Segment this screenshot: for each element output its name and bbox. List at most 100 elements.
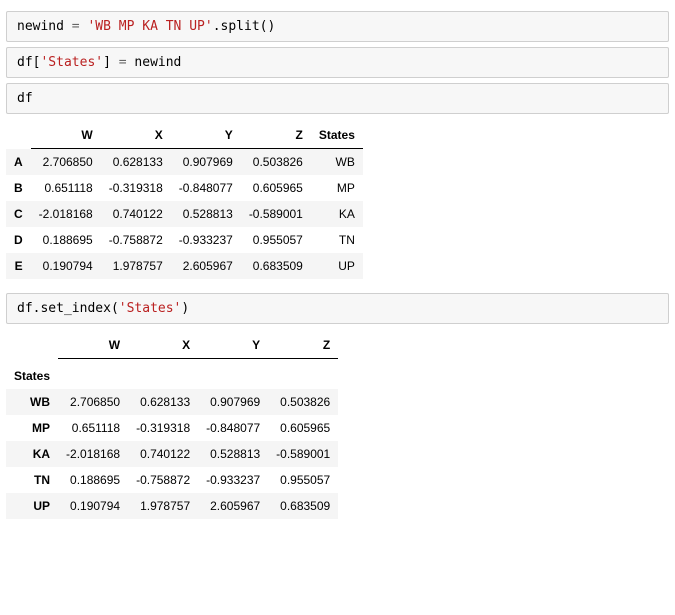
cell: KA — [311, 201, 363, 227]
table-row: TN 0.188695 -0.758872 -0.933237 0.955057 — [6, 467, 338, 493]
code-token: = — [64, 19, 87, 34]
cell: 2.706850 — [31, 149, 101, 176]
cell: 0.605965 — [268, 415, 338, 441]
row-index: TN — [6, 467, 58, 493]
cell: 0.190794 — [31, 253, 101, 279]
table-header-row: W X Y Z — [6, 332, 338, 359]
cell: 0.503826 — [268, 389, 338, 415]
cell: 1.978757 — [101, 253, 171, 279]
cell: -0.758872 — [101, 227, 171, 253]
cell: 0.605965 — [241, 175, 311, 201]
cell: -0.933237 — [198, 467, 268, 493]
cell: 0.740122 — [101, 201, 171, 227]
row-index: A — [6, 149, 31, 176]
code-token: 'WB MP KA TN UP' — [87, 19, 212, 34]
cell: -0.848077 — [171, 175, 241, 201]
cell: 0.651118 — [31, 175, 101, 201]
row-index: C — [6, 201, 31, 227]
table-row: D 0.188695 -0.758872 -0.933237 0.955057 … — [6, 227, 363, 253]
code-token: ] — [103, 55, 111, 70]
cell: UP — [311, 253, 363, 279]
code-token: df — [17, 301, 33, 316]
row-index: WB — [6, 389, 58, 415]
table-header: Z — [268, 332, 338, 359]
table-header: Y — [198, 332, 268, 359]
cell: -0.933237 — [171, 227, 241, 253]
cell: MP — [311, 175, 363, 201]
dataframe-output-1: W X Y Z States A 2.706850 0.628133 0.907… — [6, 122, 363, 279]
code-token: 'States' — [119, 301, 182, 316]
code-token: newind — [17, 19, 64, 34]
index-name-label: States — [6, 359, 58, 389]
cell: -0.319318 — [128, 415, 198, 441]
code-cell-1: newind = 'WB MP KA TN UP'.split() — [6, 11, 669, 42]
code-cell-2: df['States'] = newind — [6, 47, 669, 78]
cell: -2.018168 — [58, 441, 128, 467]
row-index: E — [6, 253, 31, 279]
cell: 0.907969 — [198, 389, 268, 415]
code-cell-4: df.set_index('States') — [6, 293, 669, 324]
table-row: A 2.706850 0.628133 0.907969 0.503826 WB — [6, 149, 363, 176]
code-token: df — [17, 55, 33, 70]
table-row: KA -2.018168 0.740122 0.528813 -0.589001 — [6, 441, 338, 467]
cell: -0.758872 — [128, 467, 198, 493]
row-index: B — [6, 175, 31, 201]
row-index: MP — [6, 415, 58, 441]
table-row: B 0.651118 -0.319318 -0.848077 0.605965 … — [6, 175, 363, 201]
cell: 0.628133 — [128, 389, 198, 415]
table-row: WB 2.706850 0.628133 0.907969 0.503826 — [6, 389, 338, 415]
cell: 0.528813 — [198, 441, 268, 467]
cell: -0.319318 — [101, 175, 171, 201]
table-row: UP 0.190794 1.978757 2.605967 0.683509 — [6, 493, 338, 519]
table-header: W — [31, 122, 101, 149]
code-token: .split — [213, 19, 260, 34]
table-header — [6, 122, 31, 149]
cell: 0.955057 — [268, 467, 338, 493]
code-token: newind — [134, 55, 181, 70]
code-token: ) — [181, 301, 189, 316]
code-token: 'States' — [40, 55, 103, 70]
cell: -2.018168 — [31, 201, 101, 227]
code-token: df — [17, 91, 33, 106]
cell: 2.605967 — [198, 493, 268, 519]
cell: -0.848077 — [198, 415, 268, 441]
cell: 0.628133 — [101, 149, 171, 176]
code-token: ) — [267, 19, 275, 34]
code-token: ( — [111, 301, 119, 316]
code-token: .set_index — [33, 301, 111, 316]
cell: 2.706850 — [58, 389, 128, 415]
table-header: Y — [171, 122, 241, 149]
table-header: X — [101, 122, 171, 149]
table-header: X — [128, 332, 198, 359]
code-cell-3: df — [6, 83, 669, 114]
dataframe-output-2: W X Y Z States WB 2.706850 0.628133 0.90… — [6, 332, 338, 519]
table-row: E 0.190794 1.978757 2.605967 0.683509 UP — [6, 253, 363, 279]
cell: 0.188695 — [31, 227, 101, 253]
cell: 0.188695 — [58, 467, 128, 493]
row-index: UP — [6, 493, 58, 519]
table-header — [6, 332, 58, 359]
cell: WB — [311, 149, 363, 176]
cell: -0.589001 — [241, 201, 311, 227]
table-header: States — [311, 122, 363, 149]
row-index: KA — [6, 441, 58, 467]
cell: 0.528813 — [171, 201, 241, 227]
cell: 0.907969 — [171, 149, 241, 176]
cell: 1.978757 — [128, 493, 198, 519]
cell: 0.683509 — [241, 253, 311, 279]
cell: 2.605967 — [171, 253, 241, 279]
table-row: MP 0.651118 -0.319318 -0.848077 0.605965 — [6, 415, 338, 441]
table-header: Z — [241, 122, 311, 149]
cell: 0.190794 — [58, 493, 128, 519]
row-index: D — [6, 227, 31, 253]
cell: 0.955057 — [241, 227, 311, 253]
cell: TN — [311, 227, 363, 253]
table-header: W — [58, 332, 128, 359]
cell: -0.589001 — [268, 441, 338, 467]
cell: 0.651118 — [58, 415, 128, 441]
index-name-row: States — [6, 359, 338, 389]
table-row: C -2.018168 0.740122 0.528813 -0.589001 … — [6, 201, 363, 227]
table-header-row: W X Y Z States — [6, 122, 363, 149]
cell: 0.503826 — [241, 149, 311, 176]
cell: 0.740122 — [128, 441, 198, 467]
